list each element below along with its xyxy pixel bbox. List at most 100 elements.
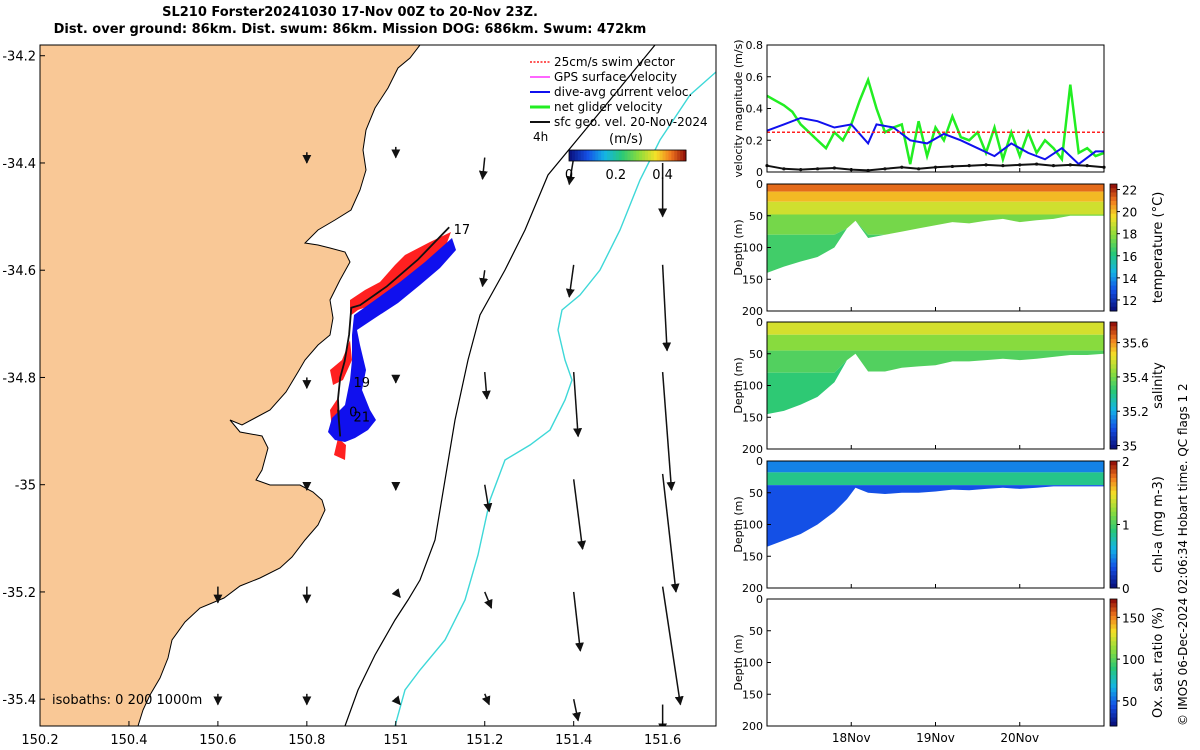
map-y-axis: -34.2 -34.4 -34.6 -34.8 -35 -35.2 -35.4 bbox=[2, 50, 45, 708]
panel-colorbar-cell bbox=[1110, 575, 1117, 581]
geo-point bbox=[933, 165, 938, 169]
map-colorbar-cell bbox=[589, 150, 593, 161]
velocity-series-line bbox=[766, 76, 1105, 165]
panel-colorbar-cell bbox=[1110, 385, 1117, 391]
current-vector-arrow bbox=[479, 270, 489, 288]
section-layer bbox=[767, 472, 1104, 486]
map-colorbar-cell bbox=[601, 150, 605, 161]
panel-colorbar-cell bbox=[1110, 503, 1117, 509]
map-colorbar-cell bbox=[624, 150, 628, 161]
current-vector-arrow bbox=[661, 473, 680, 593]
colorbar-tick-label: 18 bbox=[1122, 228, 1137, 242]
section-layer bbox=[767, 214, 1104, 235]
panel-colorbar-cell bbox=[1110, 709, 1117, 714]
panel-colorbar-cell bbox=[1110, 264, 1117, 270]
panel-colorbar-cell bbox=[1110, 583, 1117, 589]
panel-colorbar-cell bbox=[1110, 520, 1117, 525]
panel-colorbar-cell bbox=[1110, 377, 1117, 382]
map-colorbar-cell bbox=[571, 150, 576, 161]
panel-colorbar-cell bbox=[1110, 294, 1117, 299]
map-x-tick-label: 150.2 bbox=[21, 733, 58, 748]
panel-colorbar-cell bbox=[1110, 268, 1117, 274]
panel-colorbar-cell bbox=[1110, 410, 1117, 416]
geo-point bbox=[849, 168, 853, 172]
panel-colorbar-cell bbox=[1110, 558, 1117, 564]
panel-colorbar-cell bbox=[1110, 692, 1117, 697]
panel-colorbar-cell bbox=[1110, 230, 1117, 236]
legend-4h: 4h bbox=[533, 130, 548, 144]
geo-point bbox=[1102, 165, 1106, 169]
map-colorbar: (m/s) 0 0.2 0.4 bbox=[565, 132, 687, 183]
legend-geo: sfc geo. vel. 20-Nov-2024 bbox=[554, 115, 708, 129]
panel-colorbar-cell bbox=[1110, 637, 1117, 642]
panel-colorbar-cell bbox=[1110, 599, 1117, 604]
land-mass bbox=[40, 45, 421, 726]
map-colorbar-cell bbox=[569, 150, 573, 161]
geo-point bbox=[900, 165, 904, 169]
panel-colorbar-cell bbox=[1110, 532, 1117, 538]
section-layer bbox=[767, 350, 1104, 373]
map-colorbar-cell bbox=[577, 150, 582, 161]
colorbar-tick-label: 16 bbox=[1122, 250, 1137, 264]
panel-colorbar-cell bbox=[1110, 444, 1117, 450]
panel-colorbar-cell bbox=[1110, 326, 1117, 331]
colorbar-tick-label: 50 bbox=[1122, 695, 1137, 709]
map-colorbar-cell bbox=[595, 150, 599, 161]
panel-colorbar-cell bbox=[1110, 260, 1117, 265]
map-colorbar-cell bbox=[642, 150, 646, 161]
map-y-tick-label: -34.2 bbox=[2, 50, 36, 65]
map-colorbar-cell bbox=[665, 150, 669, 161]
geo-point bbox=[950, 164, 954, 169]
panel-colorbar-cell bbox=[1110, 209, 1117, 215]
panel-colorbar-cell bbox=[1110, 549, 1117, 555]
panel-colorbar-cell bbox=[1110, 537, 1117, 542]
panel-colorbar-cell bbox=[1110, 368, 1117, 374]
map-colorbar-label: (m/s) bbox=[609, 132, 643, 147]
geo-point bbox=[866, 168, 870, 173]
panel-colorbar-cell bbox=[1110, 486, 1117, 492]
panel-colorbar-cell bbox=[1110, 499, 1117, 504]
current-vector-arrow bbox=[565, 264, 575, 298]
geo-point bbox=[815, 167, 820, 171]
colorbar-tick-label: 35.6 bbox=[1122, 337, 1149, 351]
map-colorbar-cell bbox=[647, 150, 652, 161]
map-colorbar-tick: 0.2 bbox=[605, 168, 626, 183]
panel-colorbar-cell bbox=[1110, 679, 1117, 685]
map-colorbar-cell bbox=[636, 150, 640, 161]
current-vector-arrow bbox=[566, 157, 576, 186]
panel-colorbar-cell bbox=[1110, 469, 1117, 475]
panel-colorbar-cell bbox=[1110, 615, 1117, 621]
panel-colorbar-cell bbox=[1110, 234, 1117, 240]
map-colorbar-cell bbox=[630, 150, 634, 161]
map-colorbar-cell bbox=[574, 150, 579, 161]
colorbar-tick-label: 20 bbox=[1122, 206, 1137, 220]
panel-colorbar-cell bbox=[1110, 281, 1117, 287]
panel-colorbar-cell bbox=[1110, 704, 1117, 710]
panel-colorbar-cell bbox=[1110, 700, 1117, 706]
velocity-series-line bbox=[766, 163, 1105, 172]
panel-colorbar-cell bbox=[1110, 641, 1117, 647]
panel-colorbar-cell bbox=[1110, 713, 1117, 719]
current-vector-arrow bbox=[478, 157, 488, 180]
map-frame bbox=[39, 44, 717, 727]
panel-colorbar-cell bbox=[1110, 670, 1117, 676]
panel-colorbar-cell bbox=[1110, 465, 1117, 470]
panel-colorbar-cell bbox=[1110, 381, 1117, 386]
day-label: 21 bbox=[354, 411, 371, 426]
map-colorbar-cell bbox=[618, 150, 623, 161]
current-vector-arrow bbox=[391, 695, 401, 706]
current-vector-arrow bbox=[661, 264, 672, 352]
panel-colorbar-cell bbox=[1110, 306, 1117, 312]
map-colorbar-cell bbox=[674, 150, 678, 161]
panel-colorbar-cell bbox=[1110, 330, 1117, 336]
panel-colorbar-cell bbox=[1110, 624, 1117, 630]
panel-colorbar-cell bbox=[1110, 298, 1117, 304]
panel-colorbar-cell bbox=[1110, 285, 1117, 291]
current-vectors bbox=[213, 146, 684, 726]
panel-colorbar-cell bbox=[1110, 398, 1117, 403]
legend-swim: 25cm/s swim vector bbox=[554, 55, 675, 69]
panel-colorbar-cell bbox=[1110, 222, 1117, 227]
colorbar-label: salinity bbox=[1151, 362, 1166, 409]
